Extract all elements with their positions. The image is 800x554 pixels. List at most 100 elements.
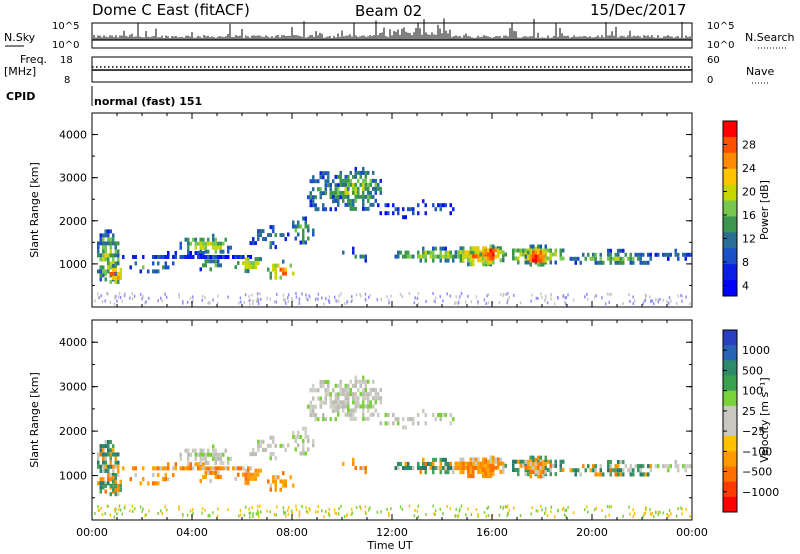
velocity-cell xyxy=(187,456,190,461)
velocity-cell xyxy=(339,387,342,392)
velocity-cell xyxy=(104,444,107,449)
power-cell xyxy=(362,186,365,191)
velocity-cell xyxy=(404,425,407,430)
velocity-cell xyxy=(639,464,642,469)
power-cell xyxy=(104,299,106,303)
power-cell xyxy=(477,250,480,255)
velocity-cell xyxy=(645,508,647,512)
power-cell xyxy=(214,237,217,242)
velocity-cell xyxy=(314,413,317,418)
velocity-cell xyxy=(351,507,353,511)
power-cell xyxy=(519,301,522,305)
velocity-cell xyxy=(412,417,415,422)
velocity-cell xyxy=(643,512,645,516)
power-cell xyxy=(337,174,340,179)
velocity-cell xyxy=(597,472,600,477)
power-cell xyxy=(102,249,105,254)
power-cell xyxy=(248,295,250,298)
cpid-value: normal (fast) 151 xyxy=(94,95,202,108)
velocity-cell xyxy=(133,507,136,511)
velocity-cell xyxy=(379,396,382,401)
power-cell xyxy=(100,294,102,298)
power-cell xyxy=(242,261,245,266)
velocity-cell xyxy=(534,466,537,471)
velocity-cell xyxy=(257,515,260,518)
power-cell xyxy=(362,194,365,199)
power-cell xyxy=(534,250,537,255)
velocity-cell xyxy=(199,452,202,457)
power-cell xyxy=(424,250,427,255)
power-cell xyxy=(282,297,285,301)
velocity-cell xyxy=(482,457,485,462)
velocity-cell xyxy=(529,466,532,471)
velocity-cell xyxy=(172,473,175,478)
velocity-cell xyxy=(194,452,197,457)
power-cell xyxy=(394,254,397,259)
velocity-cell xyxy=(337,396,340,401)
velocity-cell xyxy=(513,506,515,510)
velocity-cell xyxy=(329,392,332,397)
velocity-colorbar-tick-label: −500 xyxy=(742,466,772,479)
power-cell xyxy=(606,292,609,296)
velocity-cell xyxy=(364,466,367,471)
velocity-cell xyxy=(332,388,335,393)
power-cell xyxy=(257,229,260,234)
velocity-cell xyxy=(522,459,525,464)
velocity-cell xyxy=(374,408,377,413)
velocity-cell xyxy=(342,392,345,397)
velocity-cell xyxy=(457,513,460,517)
power-cell xyxy=(634,252,637,257)
power-cell xyxy=(404,250,407,255)
power-cell xyxy=(129,296,131,300)
power-cell xyxy=(369,194,372,199)
velocity-cell xyxy=(279,479,282,484)
power-cell xyxy=(298,297,301,301)
power-cell xyxy=(489,248,492,253)
power-cell xyxy=(497,248,500,253)
power-cell xyxy=(359,292,361,296)
power-cell xyxy=(397,250,400,255)
velocity-cell xyxy=(337,400,340,405)
power-cell xyxy=(254,241,257,246)
power-cell xyxy=(252,241,255,246)
velocity-cell xyxy=(307,434,310,439)
velocity-cell xyxy=(485,514,487,518)
power-cell xyxy=(492,256,495,261)
power-cell xyxy=(467,258,470,263)
power-colorbar-swatch xyxy=(723,248,737,265)
velocity-cell xyxy=(342,400,345,405)
velocity-cell xyxy=(314,417,317,422)
velocity-cell xyxy=(470,513,473,517)
power-cell xyxy=(329,187,332,192)
velocity-cell xyxy=(422,457,425,462)
velocity-cell xyxy=(459,469,462,474)
power-cell xyxy=(109,237,112,242)
velocity-cell xyxy=(437,413,440,418)
power-cell xyxy=(677,252,680,257)
velocity-cell xyxy=(104,452,107,457)
velocity-cell xyxy=(497,457,500,462)
power-cell xyxy=(449,250,452,255)
power-cell xyxy=(212,245,215,250)
velocity-cell xyxy=(408,504,411,508)
velocity-cell xyxy=(364,505,367,509)
velocity-cell xyxy=(254,452,257,457)
power-cell xyxy=(609,252,612,257)
velocity-cell xyxy=(249,476,252,481)
velocity-cell xyxy=(269,452,272,457)
power-cell xyxy=(342,182,345,187)
velocity-cell xyxy=(109,477,112,482)
power-cell xyxy=(277,263,280,268)
velocity-cell xyxy=(433,512,435,516)
freq-panel: Freq. [MHz] 18 8 60 0 Nave xyxy=(4,53,774,86)
power-cell xyxy=(649,256,652,261)
velocity-cell xyxy=(462,457,465,462)
power-cell xyxy=(477,258,480,263)
velocity-cell xyxy=(142,507,144,511)
velocity-cell xyxy=(388,514,390,518)
power-cell xyxy=(289,263,292,268)
power-cell xyxy=(249,261,252,266)
power-cell xyxy=(244,269,247,274)
power-cell xyxy=(282,293,285,297)
